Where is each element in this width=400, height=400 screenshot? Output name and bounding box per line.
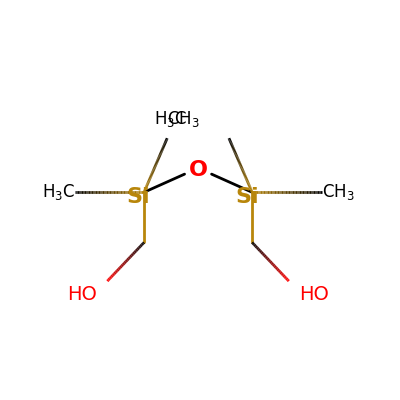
Text: HO: HO [299, 285, 329, 304]
Text: Si: Si [235, 187, 259, 207]
Text: HO: HO [67, 285, 97, 304]
Text: Si: Si [126, 187, 150, 207]
Text: CH$_3$: CH$_3$ [167, 109, 200, 129]
Text: H$_3$C: H$_3$C [154, 109, 187, 129]
Text: CH$_3$: CH$_3$ [322, 182, 354, 202]
Text: H$_3$C: H$_3$C [42, 182, 75, 202]
Text: O: O [188, 160, 208, 180]
